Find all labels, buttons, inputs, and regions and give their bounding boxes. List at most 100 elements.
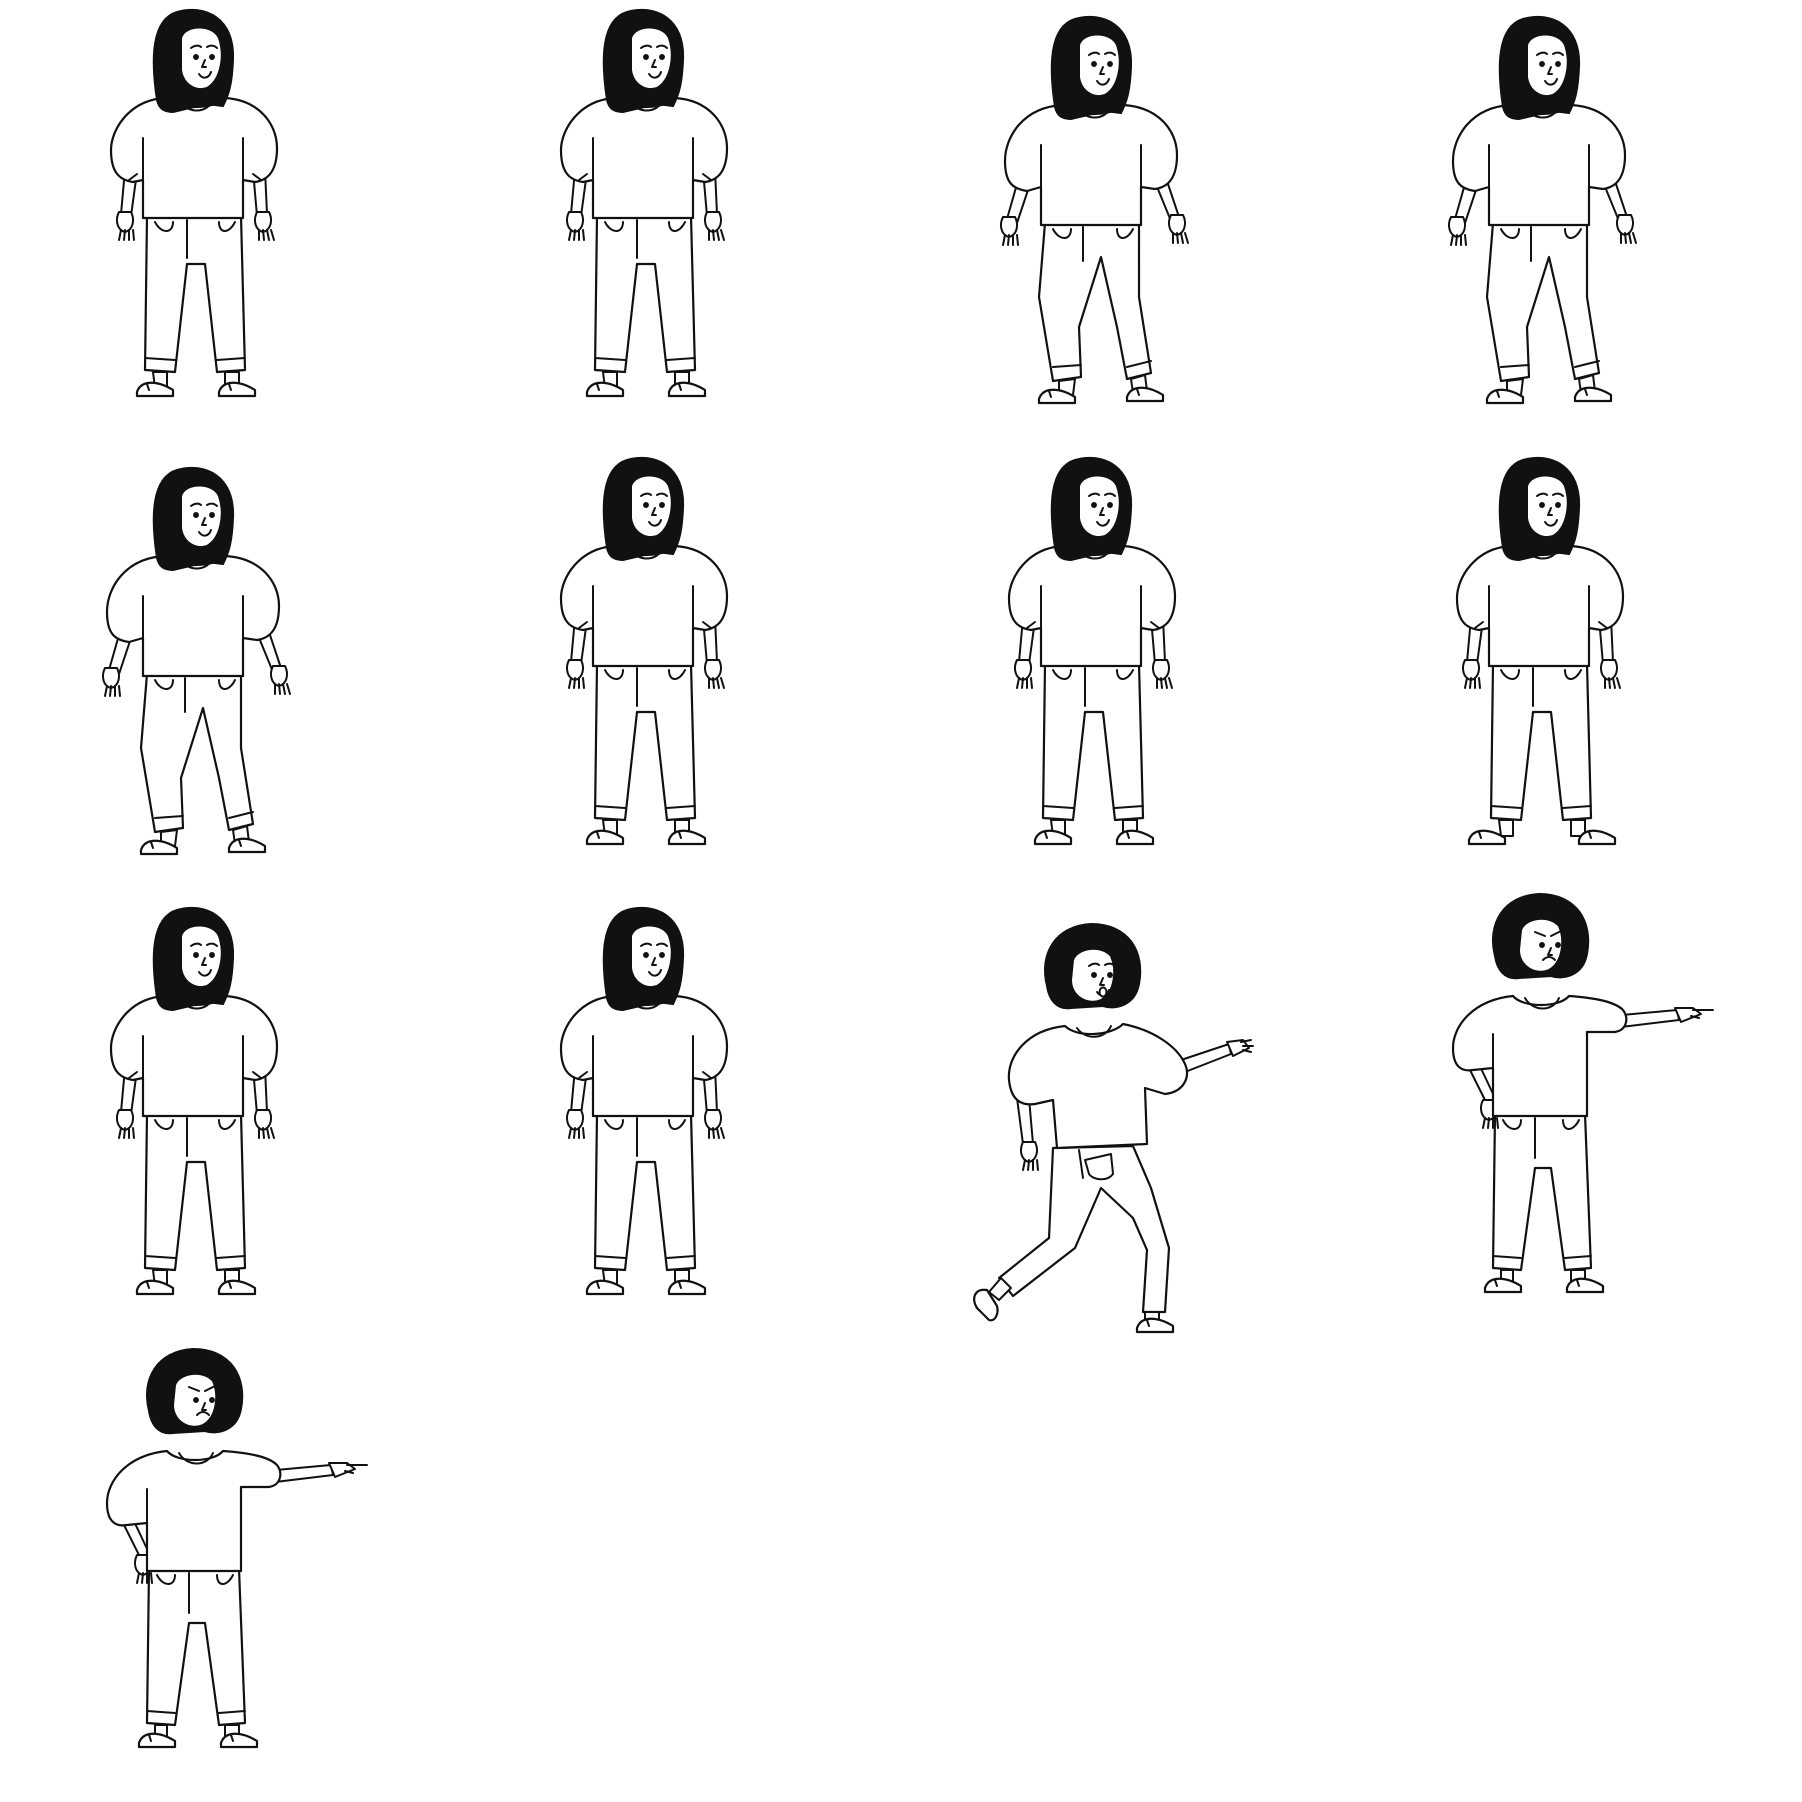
nose bbox=[1547, 66, 1553, 75]
left-shoe bbox=[1033, 829, 1073, 846]
mouth bbox=[198, 529, 212, 537]
right-shoe bbox=[217, 1279, 257, 1296]
open-mouth bbox=[1098, 986, 1108, 998]
head bbox=[1491, 892, 1590, 980]
left-shoe bbox=[137, 1732, 177, 1749]
left-eye bbox=[193, 54, 199, 60]
shirt bbox=[559, 96, 729, 220]
right-brow bbox=[1550, 930, 1562, 937]
right-eye bbox=[1555, 61, 1561, 67]
right-eye bbox=[1107, 972, 1113, 978]
pointing-hand bbox=[1674, 1007, 1702, 1023]
character-figure-standing-front bbox=[559, 8, 729, 398]
left-brow bbox=[190, 502, 202, 507]
nose bbox=[1099, 507, 1105, 516]
right-brow bbox=[656, 492, 668, 497]
head bbox=[152, 466, 235, 572]
right-hand bbox=[270, 665, 291, 695]
right-hand bbox=[704, 211, 725, 241]
left-shoe bbox=[139, 839, 179, 856]
right-brow bbox=[206, 44, 218, 49]
left-hand bbox=[1448, 216, 1467, 246]
left-brow bbox=[640, 492, 652, 497]
left-brow bbox=[190, 44, 202, 49]
right-eye bbox=[659, 54, 665, 60]
left-eye bbox=[643, 54, 649, 60]
left-eye bbox=[643, 952, 649, 958]
shirt bbox=[1451, 994, 1628, 1118]
head bbox=[602, 456, 685, 562]
left-eye bbox=[193, 512, 199, 518]
left-eye bbox=[193, 1397, 199, 1403]
left-hand bbox=[116, 1109, 135, 1139]
face bbox=[1078, 474, 1121, 538]
head bbox=[152, 8, 235, 114]
head bbox=[1498, 456, 1581, 562]
mouth bbox=[648, 71, 662, 79]
shirt bbox=[559, 544, 729, 668]
nose bbox=[201, 59, 207, 68]
right-hand bbox=[1600, 659, 1621, 689]
right-hand bbox=[1168, 214, 1189, 244]
back-pocket bbox=[1084, 1153, 1114, 1181]
right-hand bbox=[704, 659, 725, 689]
right-shoe bbox=[1565, 1277, 1605, 1294]
nose bbox=[201, 957, 207, 966]
pants bbox=[593, 214, 697, 374]
shirt bbox=[1007, 1022, 1189, 1150]
right-shoe bbox=[1135, 1317, 1175, 1334]
right-eye bbox=[1555, 502, 1561, 508]
right-shoe bbox=[1577, 829, 1617, 846]
right-brow bbox=[1552, 492, 1564, 497]
left-hand bbox=[1000, 216, 1019, 246]
head bbox=[145, 1347, 244, 1435]
mouth bbox=[1096, 78, 1110, 86]
face bbox=[630, 474, 673, 538]
left-eye bbox=[1539, 61, 1545, 67]
character-figure-pointing-hand-on-hip bbox=[1451, 892, 1714, 1294]
left-shoe bbox=[585, 381, 625, 398]
right-shoe bbox=[219, 1732, 259, 1749]
left-brow bbox=[1088, 962, 1100, 967]
right-forearm bbox=[1180, 1043, 1232, 1073]
left-brow bbox=[1536, 492, 1548, 497]
shirt bbox=[559, 994, 729, 1118]
character-figure-standing-front bbox=[1007, 456, 1177, 846]
face bbox=[180, 26, 223, 90]
right-hand bbox=[254, 211, 275, 241]
left-brow bbox=[1088, 51, 1100, 56]
nose bbox=[651, 957, 657, 966]
shirt bbox=[105, 1449, 282, 1573]
left-brow bbox=[640, 942, 652, 947]
shirt bbox=[1003, 103, 1179, 227]
left-eye bbox=[1539, 502, 1545, 508]
left-shoe bbox=[1467, 829, 1507, 846]
face bbox=[180, 484, 223, 548]
pants bbox=[143, 214, 247, 374]
right-hand bbox=[1226, 1039, 1250, 1057]
pants bbox=[145, 1567, 247, 1727]
head bbox=[1043, 922, 1142, 1010]
right-brow bbox=[656, 942, 668, 947]
left-hand bbox=[566, 659, 585, 689]
mouth bbox=[198, 71, 212, 79]
left-eye bbox=[1091, 972, 1097, 978]
nose bbox=[1099, 977, 1105, 986]
right-shoe bbox=[227, 837, 267, 854]
face bbox=[1526, 33, 1569, 97]
right-hand bbox=[1152, 659, 1173, 689]
right-hand bbox=[1616, 214, 1637, 244]
pants bbox=[593, 1112, 697, 1272]
right-brow bbox=[204, 1385, 216, 1392]
face bbox=[1526, 474, 1569, 538]
left-brow bbox=[1536, 51, 1548, 56]
right-eye bbox=[1107, 61, 1113, 67]
left-brow bbox=[190, 942, 202, 947]
face bbox=[180, 924, 223, 988]
left-hand bbox=[1020, 1141, 1039, 1171]
right-eye bbox=[1107, 502, 1113, 508]
left-eye bbox=[1539, 942, 1545, 948]
left-hand bbox=[1462, 659, 1481, 689]
right-shoe bbox=[1115, 829, 1155, 846]
